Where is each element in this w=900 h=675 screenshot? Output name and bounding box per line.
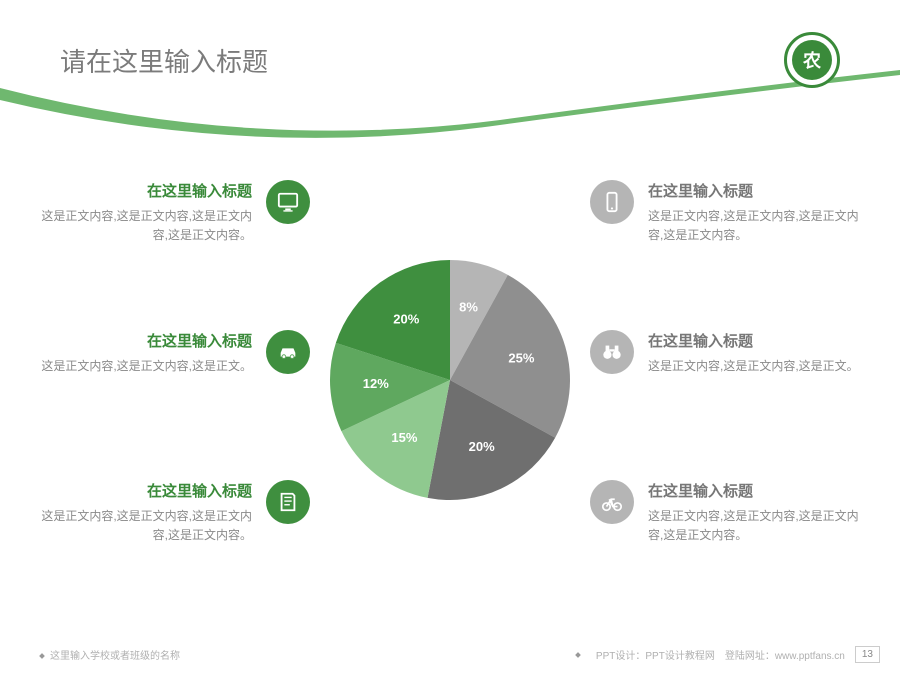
page-number: 13 (855, 646, 880, 663)
phone-icon (590, 180, 634, 224)
logo-text: 农 (792, 40, 832, 80)
item-title: 在这里输入标题 (40, 330, 252, 351)
item-title: 在这里输入标题 (648, 180, 860, 201)
item-body: 这是正文内容,这是正文内容,这是正文。 (40, 357, 252, 376)
info-item: 在这里输入标题这是正文内容,这是正文内容,这是正文内容,这是正文内容。 (40, 480, 310, 545)
item-text: 在这里输入标题这是正文内容,这是正文内容,这是正文内容,这是正文内容。 (40, 480, 252, 545)
content-area: 8%25%20%15%12%20% 在这里输入标题这是正文内容,这是正文内容,这… (0, 150, 900, 610)
item-text: 在这里输入标题这是正文内容,这是正文内容,这是正文内容,这是正文内容。 (648, 180, 860, 245)
item-title: 在这里输入标题 (648, 330, 860, 351)
item-title: 在这里输入标题 (648, 480, 860, 501)
item-title: 在这里输入标题 (40, 180, 252, 201)
item-title: 在这里输入标题 (40, 480, 252, 501)
monitor-icon (266, 180, 310, 224)
footer-right: PPT设计：PPT设计教程网 登陆网址：www.pptfans.cn 13 (576, 646, 880, 663)
info-item: 在这里输入标题这是正文内容,这是正文内容,这是正文内容,这是正文内容。 (40, 180, 310, 245)
bicycle-icon (590, 480, 634, 524)
info-item: 在这里输入标题这是正文内容,这是正文内容,这是正文。 (590, 330, 860, 376)
page-title: 请在这里输入标题 (60, 42, 268, 79)
pie-slice-label: 15% (391, 430, 417, 445)
footer-left: 这里输入学校或者班级的名称 (40, 647, 180, 662)
logo: 农 (784, 32, 840, 88)
item-body: 这是正文内容,这是正文内容,这是正文。 (648, 357, 860, 376)
item-text: 在这里输入标题这是正文内容,这是正文内容,这是正文。 (648, 330, 860, 376)
item-body: 这是正文内容,这是正文内容,这是正文内容,这是正文内容。 (40, 207, 252, 245)
pie-slice-label: 8% (459, 299, 478, 314)
item-body: 这是正文内容,这是正文内容,这是正文内容,这是正文内容。 (648, 507, 860, 545)
pie-slice-label: 25% (508, 351, 534, 366)
footer: 这里输入学校或者班级的名称 PPT设计：PPT设计教程网 登陆网址：www.pp… (40, 646, 880, 663)
footer-site: 登陆网址：www.pptfans.cn (725, 647, 845, 662)
item-text: 在这里输入标题这是正文内容,这是正文内容,这是正文内容,这是正文内容。 (40, 180, 252, 245)
car-icon (266, 330, 310, 374)
slide: 请在这里输入标题 农 8%25%20%15%12%20% 在这里输入标题这是正文… (0, 0, 900, 675)
info-item: 在这里输入标题这是正文内容,这是正文内容,这是正文内容,这是正文内容。 (590, 180, 860, 245)
pie-slice-label: 12% (363, 376, 389, 391)
pie-chart: 8% 25% 20% 15% 12% 20% (320, 250, 580, 510)
binoculars-icon (590, 330, 634, 374)
item-text: 在这里输入标题这是正文内容,这是正文内容,这是正文。 (40, 330, 252, 376)
info-item: 在这里输入标题这是正文内容,这是正文内容,这是正文内容,这是正文内容。 (590, 480, 860, 545)
book-icon (266, 480, 310, 524)
pie-slice-label: 20% (393, 311, 419, 326)
item-body: 这是正文内容,这是正文内容,这是正文内容,这是正文内容。 (648, 207, 860, 245)
item-text: 在这里输入标题这是正文内容,这是正文内容,这是正文内容,这是正文内容。 (648, 480, 860, 545)
item-body: 这是正文内容,这是正文内容,这是正文内容,这是正文内容。 (40, 507, 252, 545)
info-item: 在这里输入标题这是正文内容,这是正文内容,这是正文。 (40, 330, 310, 376)
pie-slice-label: 20% (469, 439, 495, 454)
footer-design: PPT设计：PPT设计教程网 (596, 647, 715, 662)
header: 请在这里输入标题 农 (60, 32, 840, 88)
